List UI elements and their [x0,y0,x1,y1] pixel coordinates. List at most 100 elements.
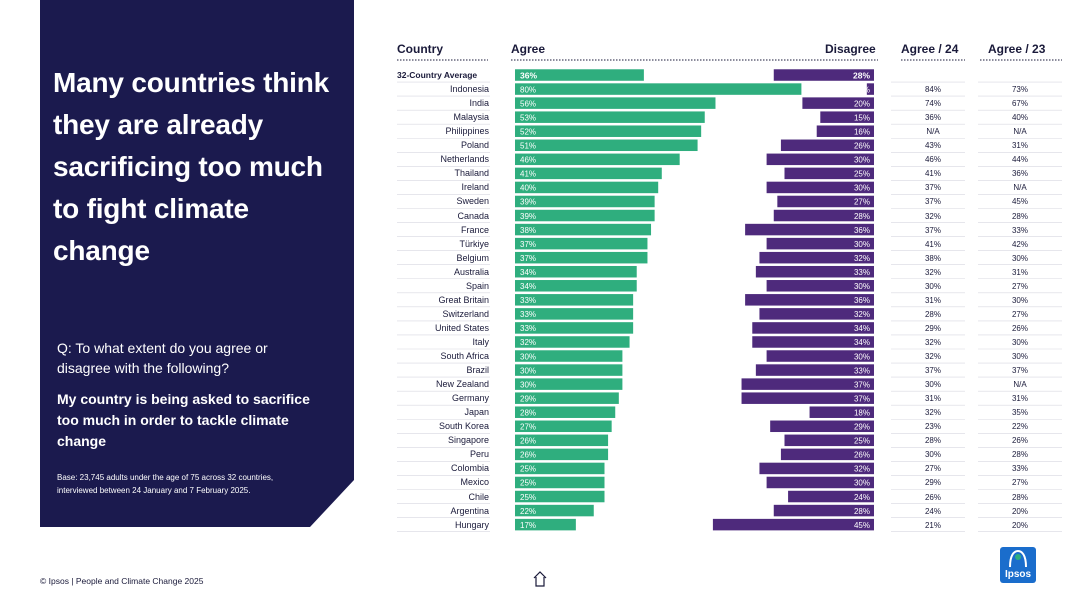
country-label: Ireland [461,182,489,193]
ipsos-logo: Ipsos [1000,547,1036,583]
agree-23-value: N/A [1013,127,1027,137]
country-label: Germany [451,393,489,404]
agree-24-value: 21% [924,520,941,530]
agree-bar [515,167,662,180]
agree-value-label: 17% [520,521,536,530]
country-label: France [460,224,489,235]
agree-24-value: 31% [924,295,941,305]
agree-value-label: 26% [520,451,536,460]
disagree-value-label: 25% [854,170,870,179]
agree-24-value: 23% [924,422,941,432]
agree-bar [515,209,655,222]
agree-23-value: 40% [1011,113,1028,123]
agree-bar [515,364,623,376]
agree-value-label: 52% [520,127,536,136]
agree-value-label: 36% [520,70,537,80]
agree-24-value: 36% [924,113,941,123]
country-label: Canada [457,210,489,221]
agree-value-label: 30% [520,366,536,375]
header-agree-23: Agree / 23 [988,42,1046,56]
agree-value-label: 30% [520,380,536,389]
home-icon[interactable] [532,570,548,588]
agree-24-value: 27% [924,464,941,474]
agree-bar [515,294,634,306]
agree-bar [515,350,623,362]
agree-value-label: 37% [520,240,536,249]
agree-23-value: N/A [1013,183,1027,193]
agree-bar [515,153,680,166]
agree-value-label: 25% [520,493,536,502]
disagree-value-label: 30% [854,479,870,488]
country-label: Poland [460,140,489,151]
agree-bar [515,83,802,95]
country-label: Malaysia [453,112,489,123]
disagree-bar [777,195,874,208]
country-label: Türkiye [459,238,489,249]
agree-24-value: 37% [924,366,941,376]
agree-23-value: 44% [1011,155,1028,165]
disagree-bar [766,181,874,194]
country-label: Switzerland [442,308,489,319]
disagree-value-label: 33% [854,366,870,375]
disagree-value-label: 34% [854,324,870,333]
agree-23-value: 27% [1011,309,1028,319]
disagree-bar [770,420,874,433]
country-label: South Africa [440,351,489,361]
disagree-bar [773,69,874,81]
disagree-bar [788,490,874,503]
agree-24-value: 37% [924,225,941,235]
country-label: Sweden [456,196,489,207]
disagree-value-label: 18% [854,408,870,417]
disagree-value-label: 30% [854,352,870,361]
agree-bar [515,336,630,348]
disagree-bar [780,139,874,152]
disagree-value-label: 15% [854,113,870,122]
agree-23-value: 33% [1011,464,1028,474]
disagree-value-label: 36% [854,226,870,235]
agree-value-label: 29% [520,394,536,403]
agree-value-label: 80% [520,85,536,94]
disagree-bar [780,448,874,461]
country-label: Hungary [454,519,489,530]
disagree-value-label: 30% [854,156,870,165]
agree-value-label: 33% [520,324,536,333]
country-label: Chile [468,491,489,502]
header-agree: Agree [511,42,546,56]
country-label: Philippines [445,126,489,137]
disagree-bar [802,97,874,109]
agree-bar [515,280,637,292]
agree-bar [515,490,605,503]
disagree-bar [712,518,874,531]
country-label: United States [434,322,489,333]
agree-24-value: 37% [924,183,941,193]
disagree-bar [759,251,874,264]
disagree-value-label: 28% [854,507,870,516]
statement-text: My country is being asked to sacrifice t… [57,391,310,449]
agree-value-label: 53% [520,113,536,122]
agree-value-label: 33% [520,296,536,305]
agree-23-value: 27% [1011,478,1028,488]
agree-23-value: 33% [1011,225,1028,235]
disagree-bar [816,125,874,137]
header-agree-24: Agree / 24 [901,42,959,56]
agree-bar [515,223,652,236]
country-label: Colombia [450,463,489,474]
agree-value-label: 30% [520,352,536,361]
agree-bar [515,378,623,390]
logo-mark-icon [1009,549,1027,568]
agree-24-value: 32% [924,408,941,418]
header-country: Country [397,42,443,56]
disagree-bar [755,265,874,278]
disagree-value-label: 37% [854,380,870,389]
agree-24-value: 84% [924,85,941,95]
agree-24-value: 26% [924,492,941,502]
disagree-value-label: 33% [854,268,870,277]
country-label: Japan [464,407,489,418]
agree-23-value: 42% [1011,239,1028,249]
disagree-value-label: 29% [854,423,870,432]
disagree-bar [759,462,874,475]
agree-24-value: 38% [924,253,941,263]
country-label: Peru [469,449,489,460]
country-label: Italy [472,336,489,347]
